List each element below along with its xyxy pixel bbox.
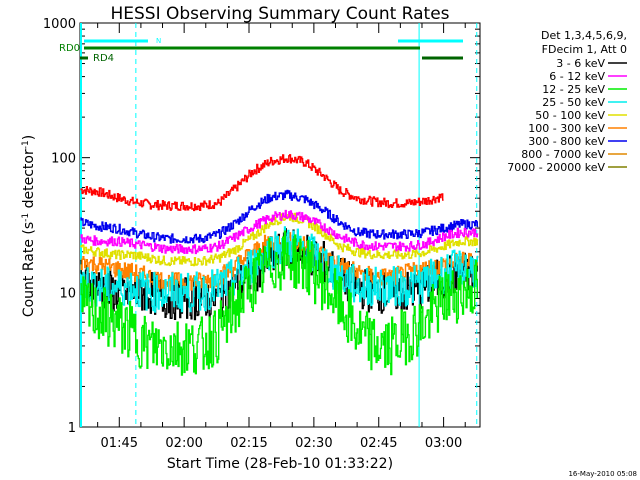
rd4-flag-label: RD4 [93,53,114,64]
y-axis-label: Count Rate (s-1 detector-1) [21,135,37,317]
legend-header-line1: Det 1,3,4,5,6,9, [541,29,627,42]
series-line [80,226,479,313]
legend-label: 800 - 7000 keV [521,148,605,161]
series-line [80,212,479,267]
n-flag-label: N [156,37,161,45]
legend-label: 25 - 50 keV [542,96,605,109]
x-axis: 01:45 02:00 02:15 02:30 02:45 03:00 [97,23,466,451]
legend-label: 6 - 12 keV [549,70,605,83]
series-line [80,189,479,244]
legend-label: 12 - 25 keV [542,83,605,96]
y-tick-label: 10 [59,286,76,301]
y-tick-label: 1 [68,421,76,436]
legend-label: 300 - 800 keV [528,135,605,148]
x-tick-label: 02:00 [165,436,202,451]
x-axis-label: Start Time (28-Feb-10 01:33:22) [167,456,393,472]
rd0-flag-label: RD0 [59,43,80,54]
series-line [80,209,479,255]
series-line [80,154,444,212]
x-tick-label: 02:45 [360,436,397,451]
chart-title: HESSI Observing Summary Count Rates [110,4,449,24]
y-tick-label: 1000 [43,17,76,32]
x-tick-label: 03:00 [425,436,462,451]
series-group [80,154,479,376]
x-tick-label: 02:30 [295,436,332,451]
legend-label: 100 - 300 keV [528,122,605,135]
legend-header-line2: FDecim 1, Att 0 [542,43,627,56]
legend-label: 7000 - 20000 keV [507,161,605,174]
footer-date: 16-May-2010 05:08 [568,470,637,478]
legend-label: 3 - 6 keV [556,57,605,70]
legend-label: 50 - 100 keV [535,109,605,122]
x-tick-label: 01:45 [101,436,138,451]
x-tick-label: 02:15 [230,436,267,451]
y-tick-label: 100 [51,152,76,167]
series-line [80,230,479,376]
